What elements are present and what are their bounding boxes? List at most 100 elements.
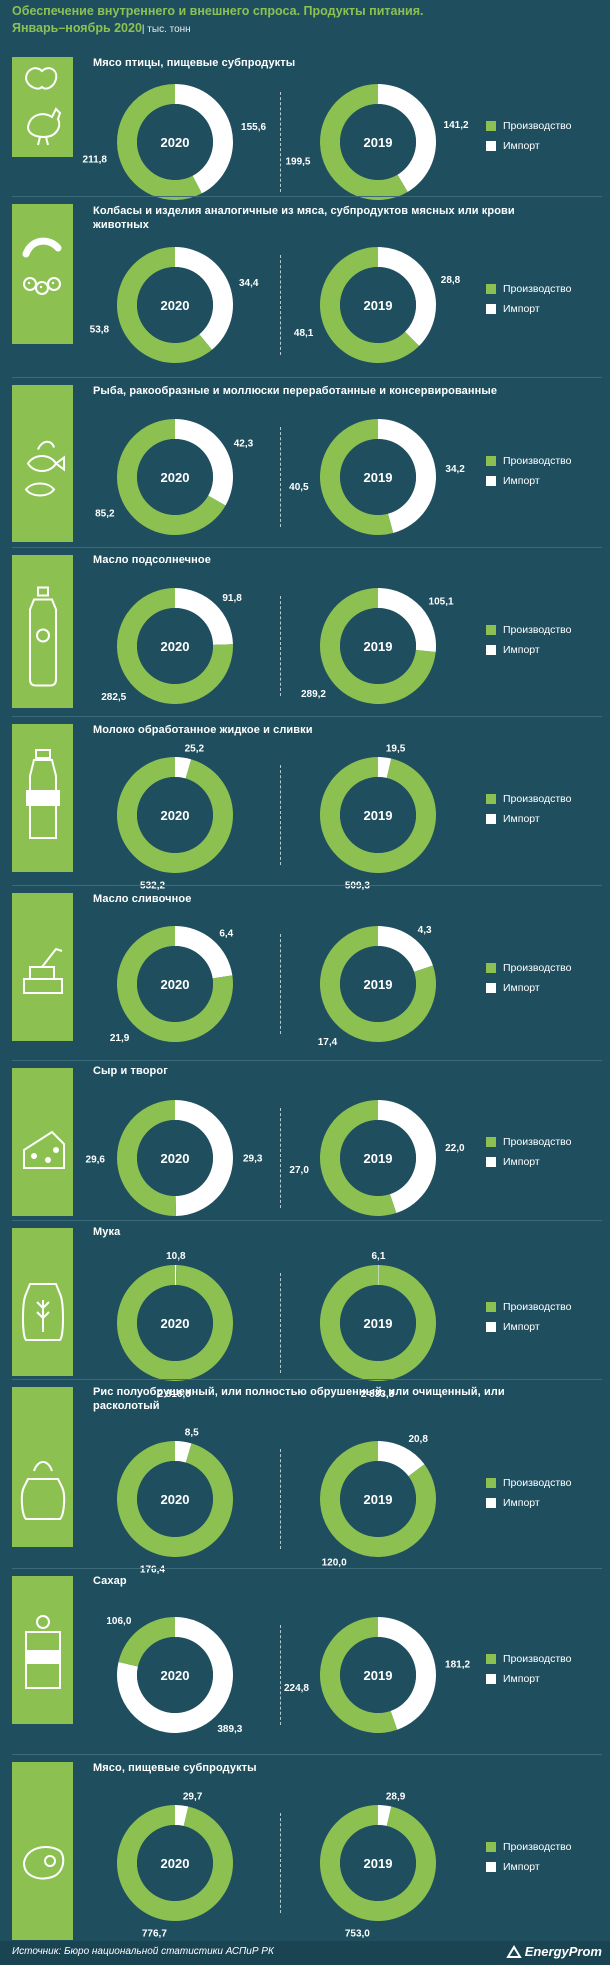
row-separator (12, 1220, 602, 1221)
donut-2019: 2019 19,5 509,3 (320, 743, 436, 892)
legend-swatch-production (486, 121, 496, 131)
donut-2020: 2020 10,8 2 816,6 (117, 1251, 234, 1400)
legend-item-production: Производство (486, 622, 571, 638)
legend-swatch-production (486, 1137, 496, 1147)
category-icon-box (12, 724, 73, 872)
production-value-label: 2 816,6 (157, 1389, 191, 1400)
year-label: 2020 (161, 1492, 190, 1507)
import-value-label: 10,8 (166, 1251, 186, 1262)
donut-hole (137, 608, 213, 684)
production-value-label: 776,7 (142, 1929, 167, 1940)
category-title: Рыба, ракообразные и моллюски переработа… (93, 385, 498, 397)
category-icon-box (12, 555, 73, 708)
period-label: Январь–ноябрь 2020 (12, 21, 142, 35)
legend: Производство Импорт (486, 1299, 571, 1339)
donut-hole (340, 1285, 416, 1361)
legend-item-import: Импорт (486, 1671, 571, 1687)
category-title: Колбасы и изделия аналогичные из мяса, с… (93, 205, 515, 231)
legend: Производство Импорт (486, 1475, 571, 1515)
donut-2020: 2020 6,4 21,9 (110, 926, 234, 1044)
year-label: 2020 (161, 639, 190, 654)
donut-hole (137, 1461, 213, 1537)
year-label: 2019 (364, 808, 393, 823)
category-icon-box (12, 204, 73, 344)
legend-label-production: Производство (503, 793, 572, 805)
category-title: Мясо, пищевые субпродукты (93, 1762, 257, 1774)
donut-2020: 2020 34,4 53,8 (90, 247, 259, 363)
legend-item-import: Импорт (486, 1319, 571, 1335)
import-slice (175, 1100, 233, 1216)
legend-label-production: Производство (503, 1477, 572, 1489)
legend-swatch-import (486, 1674, 496, 1684)
donut-hole (137, 1120, 213, 1196)
legend-item-production: Производство (486, 1651, 571, 1667)
donut-hole (137, 777, 213, 853)
import-value-label: 19,5 (386, 743, 406, 754)
legend: Производство Импорт (486, 281, 571, 321)
legend-swatch-production (486, 1478, 496, 1488)
legend-label-production: Производство (503, 1653, 572, 1665)
production-value-label: 106,0 (106, 1616, 131, 1627)
import-value-label: 25,2 (185, 744, 205, 755)
row-separator (12, 1060, 602, 1061)
legend-label-production: Производство (503, 1841, 572, 1853)
import-slice (378, 1617, 436, 1730)
import-value-label: 34,2 (445, 464, 465, 475)
donut-hole (137, 267, 213, 343)
import-slice (175, 588, 233, 645)
legend-swatch-production (486, 963, 496, 973)
production-slice (117, 84, 202, 200)
production-value-label: 282,5 (101, 692, 126, 703)
legend-label-import: Импорт (503, 140, 540, 152)
legend-item-import: Импорт (486, 1154, 571, 1170)
import-slice (378, 757, 392, 779)
legend-item-import: Импорт (486, 1859, 571, 1875)
page-header: Обеспечение внутреннего и внешнего спрос… (12, 3, 602, 38)
production-value-label: 753,0 (345, 1929, 370, 1940)
import-value-label: 29,3 (243, 1153, 263, 1164)
year-divider (280, 596, 281, 696)
legend: Производство Импорт (486, 791, 571, 831)
legend-label-production: Производство (503, 455, 572, 467)
import-slice (378, 84, 436, 192)
year-label: 2019 (364, 1856, 393, 1871)
import-value-label: 28,8 (441, 275, 461, 286)
year-label: 2019 (364, 639, 393, 654)
production-value-label: 224,8 (284, 1683, 309, 1694)
category-title: Рис полуобрушенный, или полностью обруше… (93, 1386, 505, 1412)
legend-swatch-import (486, 476, 496, 486)
legend-item-import: Импорт (486, 138, 571, 154)
import-slice (175, 84, 233, 194)
production-value-label: 176,4 (140, 1564, 165, 1575)
legend-label-import: Импорт (503, 1321, 540, 1333)
production-slice (117, 247, 212, 363)
production-value-label: 53,8 (90, 325, 110, 336)
row-separator (12, 885, 602, 886)
production-value-label: 211,8 (83, 155, 108, 166)
year-label: 2019 (364, 1151, 393, 1166)
donut-2019: 2019 28,8 48,1 (294, 247, 461, 363)
row-separator (12, 1568, 602, 1569)
year-divider (280, 1449, 281, 1549)
cheese-icon (23, 1130, 65, 1169)
donut-2019: 2019 105,1 289,2 (301, 588, 454, 704)
production-value-label: 29,6 (86, 1155, 106, 1166)
production-slice (117, 1265, 234, 1381)
year-divider (280, 934, 281, 1034)
donut-hole (340, 608, 416, 684)
year-divider (280, 255, 281, 355)
production-slice (320, 588, 436, 704)
legend: Производство Импорт (486, 1134, 571, 1174)
year-label: 2020 (161, 1316, 190, 1331)
poultry-icon (24, 67, 62, 146)
import-slice (378, 1100, 436, 1214)
production-slice (320, 1265, 437, 1381)
legend-item-production: Производство (486, 1299, 571, 1315)
source-note: Источник: Бюро национальной статистики А… (12, 1946, 274, 1957)
year-label: 2019 (364, 1316, 393, 1331)
category-title: Сыр и творог (93, 1065, 168, 1077)
import-value-label: 91,8 (222, 593, 242, 604)
category-title: Молоко обработанное жидкое и сливки (93, 724, 313, 736)
import-slice (378, 247, 436, 346)
